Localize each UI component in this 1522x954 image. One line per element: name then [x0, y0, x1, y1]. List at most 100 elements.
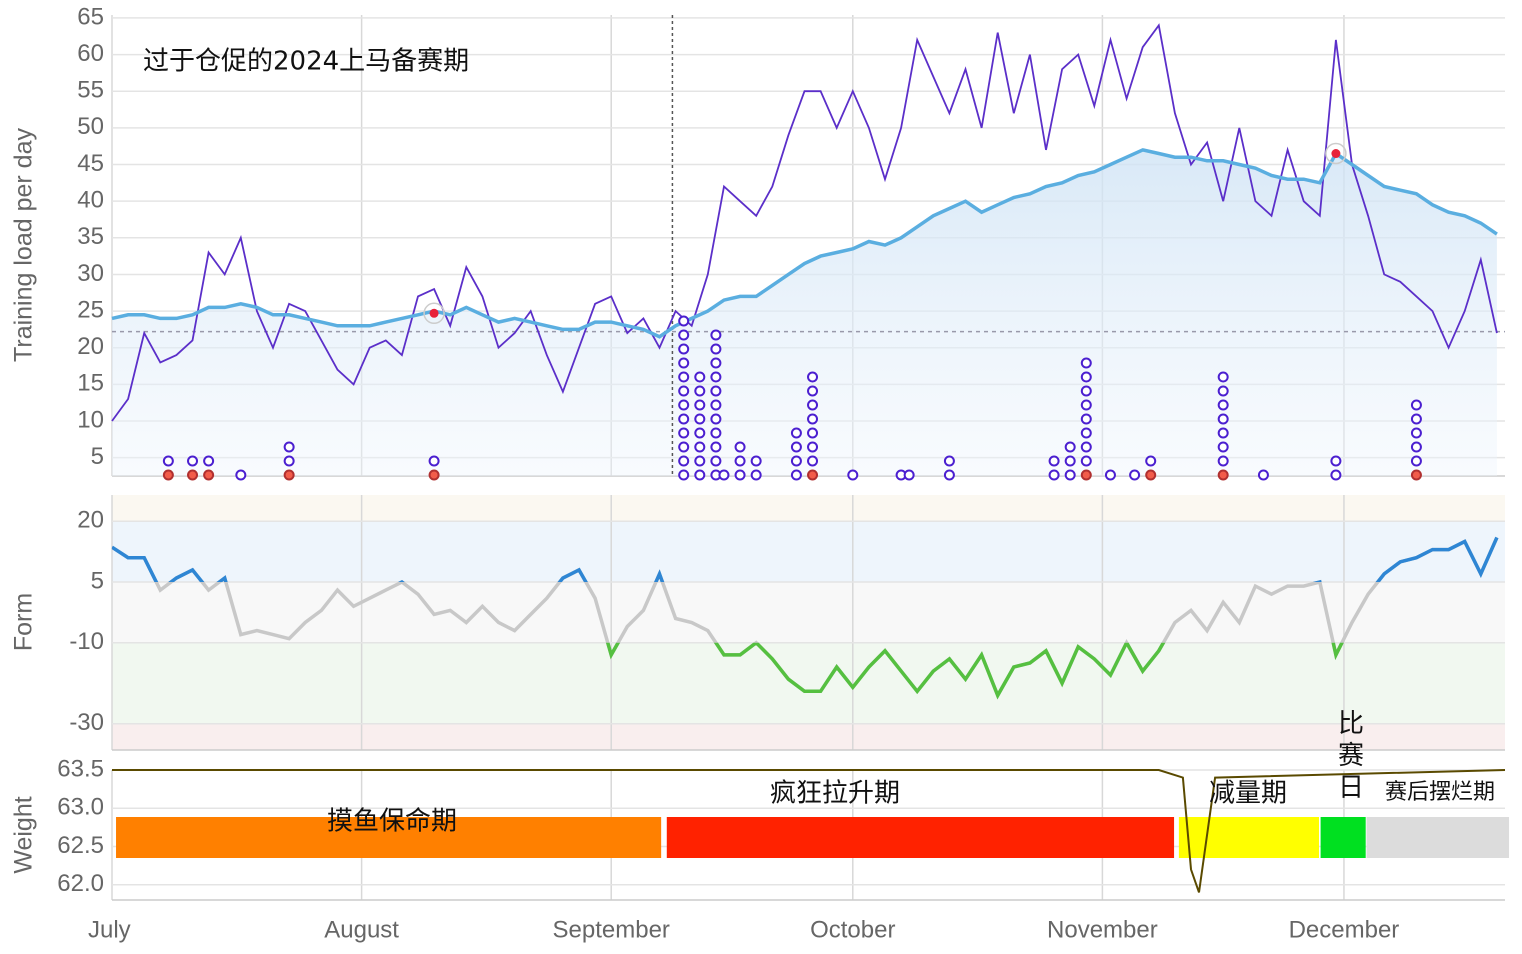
activity-dot [710, 399, 722, 411]
activity-dot [1217, 413, 1229, 425]
y-tick-label: 63.0 [57, 794, 104, 821]
activity-dot [694, 385, 706, 397]
y-axis-title: Form [10, 593, 38, 651]
activity-dot [807, 399, 819, 411]
activity-dot [678, 357, 690, 369]
x-tick-label: July [88, 916, 131, 943]
activity-dot [678, 371, 690, 383]
y-axis-title: Training load per day [10, 128, 38, 362]
activity-dot [718, 469, 730, 481]
activity-dot [790, 469, 802, 481]
y-tick-label: 20 [77, 507, 104, 534]
y-tick-label: 50 [77, 113, 104, 140]
y-tick-label: 63.5 [57, 755, 104, 782]
activity-dot [1217, 455, 1229, 467]
activity-dot [943, 455, 955, 467]
activity-dot [1080, 413, 1092, 425]
phase-bar [666, 817, 1175, 858]
load-line [111, 23, 1498, 422]
activity-dot [1217, 385, 1229, 397]
activity-dot [807, 427, 819, 439]
y-tick-label: 60 [77, 40, 104, 67]
y-tick-label: 40 [77, 187, 104, 214]
zone-band [112, 495, 1505, 522]
activity-dot [710, 329, 722, 341]
activity-dot [678, 329, 690, 341]
y-tick-label: 5 [91, 567, 104, 594]
activity-dot [1410, 469, 1422, 481]
annotation: 过于仓促的2024上马备赛期 [143, 47, 469, 77]
activity-dot [694, 441, 706, 453]
activity-dot [734, 469, 746, 481]
activity-dot [1080, 469, 1092, 481]
form-line-optimal [605, 642, 1344, 700]
y-tick-label: 5 [91, 443, 104, 470]
zone-band [112, 642, 1505, 724]
phase-bar [116, 817, 662, 858]
activity-dot [943, 469, 955, 481]
activity-dot [1217, 469, 1229, 481]
activity-dot [678, 399, 690, 411]
phase-bar [1366, 817, 1510, 858]
activity-dot [1330, 455, 1342, 467]
activity-dot [903, 469, 915, 481]
phase-bar [1178, 817, 1319, 858]
y-tick-label: 62.0 [57, 870, 104, 897]
activity-dot [847, 469, 859, 481]
activity-dot [694, 427, 706, 439]
y-tick-label: -10 [69, 628, 104, 655]
activity-dot [710, 441, 722, 453]
activity-dot [678, 385, 690, 397]
zone-band [112, 723, 1505, 750]
activity-dot [1080, 427, 1092, 439]
activity-dot [187, 469, 199, 481]
activity-dot [235, 469, 247, 481]
y-tick-label: 10 [77, 406, 104, 433]
phase-label: 比赛日 [1334, 709, 1364, 805]
y-tick-label: -30 [69, 709, 104, 736]
x-tick-label: December [1289, 916, 1400, 943]
fitness-area [112, 149, 1497, 476]
activity-dot [1080, 357, 1092, 369]
activity-dot [1080, 455, 1092, 467]
activity-dot [678, 315, 690, 327]
activity-dot [678, 455, 690, 467]
activity-dot [694, 469, 706, 481]
y-tick-label: 45 [77, 150, 104, 177]
activity-dot [1410, 427, 1422, 439]
y-tick-label: 15 [77, 370, 104, 397]
activity-dot [807, 413, 819, 425]
y-tick-label: 65 [77, 3, 104, 30]
x-tick-label: October [810, 916, 895, 943]
activity-dot [807, 469, 819, 481]
activity-dot [790, 455, 802, 467]
phase-bar [1320, 817, 1366, 858]
x-tick-label: September [553, 916, 670, 943]
phase-label: 疯狂拉升期 [770, 779, 900, 809]
y-axis-title: Weight [10, 796, 38, 873]
activity-dot [162, 469, 174, 481]
activity-dot [710, 343, 722, 355]
x-tick-label: November [1047, 916, 1158, 943]
activity-dot [1410, 413, 1422, 425]
activity-dot [1080, 441, 1092, 453]
marker [429, 308, 439, 318]
activity-dot [1217, 399, 1229, 411]
activity-dot [1064, 455, 1076, 467]
activity-dot [1080, 385, 1092, 397]
activity-dot [1217, 441, 1229, 453]
activity-dot [678, 343, 690, 355]
activity-dot [678, 469, 690, 481]
activity-dot [710, 385, 722, 397]
marker-halo [423, 302, 445, 325]
activity-dot [162, 455, 174, 467]
marker [1331, 149, 1341, 159]
activity-dot [1410, 399, 1422, 411]
activity-dot [694, 371, 706, 383]
activity-dot [807, 371, 819, 383]
activity-dot [694, 455, 706, 467]
y-tick-label: 35 [77, 223, 104, 250]
y-tick-label: 25 [77, 296, 104, 323]
activity-dot [283, 455, 295, 467]
activity-dot [710, 427, 722, 439]
